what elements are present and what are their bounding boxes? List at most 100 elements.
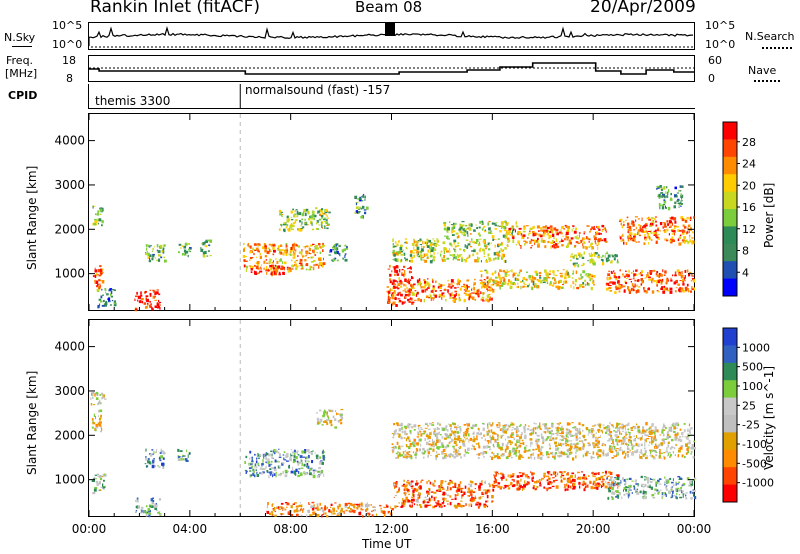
power-cell: [156, 289, 159, 291]
velocity-cell: [401, 504, 404, 508]
velocity-cell: [482, 445, 486, 449]
power-cell: [622, 220, 625, 224]
power-cell: [627, 273, 630, 277]
power-cell: [498, 272, 500, 276]
power-cell: [479, 270, 483, 272]
velocity-cell: [397, 447, 400, 450]
velocity-cell: [446, 494, 450, 497]
power-cell: [517, 278, 519, 281]
power-cell: [533, 284, 536, 288]
velocity-cell: [161, 450, 164, 453]
power-cell: [464, 287, 468, 291]
velocity-cell: [506, 446, 509, 450]
velocity-cell: [383, 513, 386, 517]
power-cell: [307, 218, 311, 221]
power-cell: [159, 304, 161, 306]
power-cell: [150, 303, 152, 306]
power-cell: [294, 220, 297, 224]
velocity-cell: [493, 475, 496, 479]
power-cell: [519, 280, 523, 283]
power-cell: [452, 224, 456, 228]
velocity-cell: [609, 422, 611, 425]
velocity-cell: [468, 452, 469, 454]
power-cell: [429, 247, 432, 250]
power-cell: [690, 290, 692, 293]
power-cell: [421, 246, 423, 249]
power-cell: [570, 237, 574, 240]
power-cell: [591, 275, 594, 278]
power-cell: [622, 273, 624, 276]
power-cell: [494, 224, 498, 227]
velocity-cell: [552, 477, 555, 479]
power-cell: [499, 281, 502, 285]
power-cell: [665, 205, 666, 209]
velocity-cell: [440, 486, 444, 488]
power-cell: [494, 282, 498, 285]
nsearch-tick-high: 10^5: [705, 19, 736, 32]
power-cell: [642, 226, 644, 229]
power-cell: [684, 286, 688, 290]
power-cell: [422, 240, 424, 245]
power-cell: [164, 259, 166, 263]
power-cell: [573, 230, 577, 234]
velocity-cell: [433, 440, 436, 443]
power-cell: [325, 219, 328, 222]
velocity-cell: [613, 454, 615, 457]
power-cell: [400, 250, 404, 253]
velocity-cell: [409, 500, 412, 503]
power-cell: [473, 249, 476, 252]
power-cell: [686, 269, 689, 273]
power-cell: [540, 227, 543, 230]
velocity-cell: [398, 452, 401, 455]
power-cell: [608, 285, 612, 286]
velocity-cell: [487, 440, 489, 445]
power-cell: [432, 287, 435, 291]
power-cell: [663, 203, 666, 206]
power-cell: [515, 286, 517, 288]
power-cell: [394, 269, 396, 273]
velocity-cell: [601, 450, 603, 454]
power-cell: [691, 273, 693, 276]
power-cell: [105, 301, 108, 305]
power-cell: [156, 302, 159, 306]
power-cell: [96, 213, 99, 216]
velocity-cell: [526, 481, 529, 484]
velocity-cell: [297, 474, 300, 478]
velocity-cell: [597, 423, 599, 426]
power-cell: [501, 249, 504, 253]
power-cell: [204, 245, 208, 248]
power-cell: [185, 250, 189, 254]
power-cell: [607, 282, 610, 286]
power-cell: [671, 222, 673, 226]
power-cell: [154, 291, 157, 295]
velocity-cell: [566, 483, 568, 487]
velocity-cell: [690, 446, 694, 450]
power-cell: [567, 275, 571, 278]
velocity-cell: [536, 434, 540, 437]
power-cell: [523, 281, 525, 284]
velocity-cell: [663, 425, 666, 428]
velocity-cell: [507, 455, 511, 457]
power-cell: [453, 257, 456, 259]
power-cell: [459, 227, 461, 230]
velocity-cell: [405, 438, 408, 442]
velocity-cell: [637, 443, 640, 448]
velocity-cell: [449, 501, 452, 506]
velocity-cell: [556, 426, 559, 430]
velocity-cell: [255, 466, 258, 469]
velocity-cell: [599, 483, 601, 486]
velocity-cell: [394, 494, 398, 497]
power-cell: [109, 288, 113, 291]
velocity-cell: [153, 450, 155, 455]
velocity-cell: [539, 481, 541, 485]
velocity-cell: [322, 451, 324, 454]
power-cell: [693, 287, 696, 291]
velocity-cell: [383, 506, 387, 509]
velocity-cell: [644, 444, 646, 447]
power-cell: [572, 272, 574, 275]
power-cell: [406, 287, 408, 289]
velocity-cell: [262, 467, 266, 471]
velocity-cell: [396, 441, 399, 445]
velocity-cell: [691, 451, 693, 453]
power-cell: [511, 269, 513, 273]
